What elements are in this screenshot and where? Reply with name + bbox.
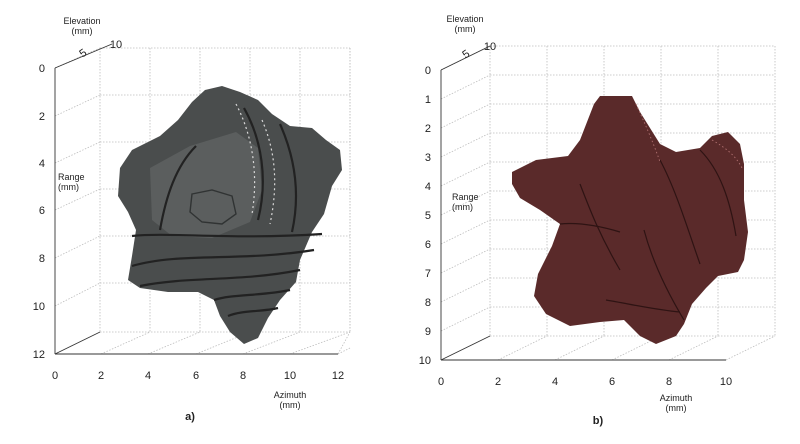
panel-b-range-ticks: 0 1 2 3 4 5 6 7 8 9 10 xyxy=(419,65,431,367)
panel-b-range-tick: 2 xyxy=(425,123,431,135)
panel-b-azimuth-tick: 2 xyxy=(495,376,501,388)
panel-b-azimuth-tick: 8 xyxy=(666,376,672,388)
panel-a-elevation-tick: 10 xyxy=(110,39,122,51)
panel-a-azimuth-tick: 12 xyxy=(332,370,344,382)
panel-a-object xyxy=(118,86,342,344)
panel-b: 0 1 2 3 4 5 6 7 8 9 10 0 2 4 6 8 10 5 10… xyxy=(419,14,776,427)
panel-a-elevation-ticks: 5 10 xyxy=(77,39,122,60)
panel-b-elevation-tick: 5 xyxy=(460,48,472,61)
panel-b-range-label: Range xyxy=(452,192,479,202)
panel-a-elevation-unit: (mm) xyxy=(72,26,93,36)
panel-b-range-tick: 1 xyxy=(425,94,431,106)
panel-b-elevation-unit: (mm) xyxy=(455,24,476,34)
panel-a-range-tick: 8 xyxy=(39,253,45,265)
panel-b-azimuth-unit: (mm) xyxy=(666,403,687,413)
panel-a-caption: a) xyxy=(185,411,195,423)
panel-b-shape xyxy=(512,96,748,344)
panel-b-range-tick: 10 xyxy=(419,355,431,367)
panel-b-axes xyxy=(440,45,726,361)
panel-b-azimuth-tick: 6 xyxy=(609,376,615,388)
panel-b-range-tick: 0 xyxy=(425,65,431,77)
panel-b-range-tick: 8 xyxy=(425,297,431,309)
panel-a-azimuth-label: Azimuth xyxy=(274,390,307,400)
panel-a-range-tick: 2 xyxy=(39,111,45,123)
panel-b-range-tick: 9 xyxy=(425,326,431,338)
panel-b-caption: b) xyxy=(593,415,604,427)
panel-a-elevation-tick: 5 xyxy=(77,47,89,60)
panel-a-range-tick: 0 xyxy=(39,63,45,75)
panel-b-range-tick: 4 xyxy=(425,181,431,193)
panel-b-range-tick: 5 xyxy=(425,210,431,222)
panel-b-elevation-tick: 10 xyxy=(484,41,496,53)
panel-b-elevation-ticks: 5 10 xyxy=(460,41,496,61)
panel-a-range-ticks: 0 2 4 6 8 10 12 xyxy=(33,63,45,361)
panel-a-azimuth-tick: 8 xyxy=(240,370,246,382)
panel-a-azimuth-tick: 4 xyxy=(145,370,151,382)
panel-a-azimuth-ticks: 0 2 4 6 8 10 12 xyxy=(52,370,344,382)
panel-a-azimuth-tick: 0 xyxy=(52,370,58,382)
panel-a-range-tick: 6 xyxy=(39,205,45,217)
panel-a-axes xyxy=(54,43,338,355)
panel-b-elevation-label: Elevation xyxy=(446,14,483,24)
panel-a-range-tick: 10 xyxy=(33,301,45,313)
panel-a-azimuth-unit: (mm) xyxy=(280,400,301,410)
panel-b-range-tick: 3 xyxy=(425,152,431,164)
panel-a-range-tick: 4 xyxy=(39,158,45,170)
panel-b-azimuth-tick: 10 xyxy=(720,376,732,388)
panel-a-azimuth-tick: 2 xyxy=(98,370,104,382)
panel-a-range-unit: (mm) xyxy=(58,182,79,192)
panel-a-range-tick: 12 xyxy=(33,349,45,361)
panel-a-azimuth-tick: 6 xyxy=(193,370,199,382)
panel-a-elevation-label: Elevation xyxy=(63,16,100,26)
panel-b-azimuth-ticks: 0 2 4 6 8 10 xyxy=(438,376,732,388)
panel-b-azimuth-tick: 0 xyxy=(438,376,444,388)
panel-b-range-unit: (mm) xyxy=(452,202,473,212)
panel-b-object xyxy=(512,96,748,344)
panel-a-range-label: Range xyxy=(58,172,85,182)
panel-b-azimuth-label: Azimuth xyxy=(660,393,693,403)
panel-a-azimuth-tick: 10 xyxy=(284,370,296,382)
panel-b-azimuth-tick: 4 xyxy=(552,376,558,388)
panel-a: 0 2 4 6 8 10 12 0 2 4 6 8 10 12 5 10 Ele… xyxy=(33,16,351,423)
panel-b-range-tick: 6 xyxy=(425,239,431,251)
panel-b-range-tick: 7 xyxy=(425,268,431,280)
